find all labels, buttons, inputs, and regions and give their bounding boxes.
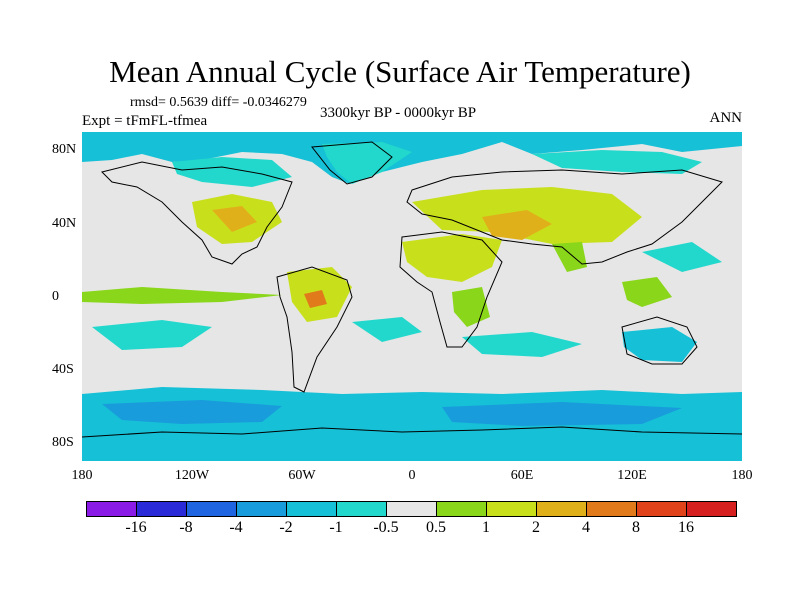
stats-label: rmsd= 0.5639 diff= -0.0346279 xyxy=(130,95,307,110)
colorbar-label: -16 xyxy=(125,519,147,536)
middle-east-warm-core xyxy=(482,210,552,240)
indian-ocean-cool xyxy=(462,332,582,357)
india-warm xyxy=(552,242,587,272)
lat-label-40s: 40S xyxy=(52,362,74,377)
colorbar-swatch xyxy=(136,501,187,517)
south-america-warm-core xyxy=(304,290,327,308)
lon-label-60e: 60E xyxy=(510,468,534,483)
colorbar-swatch xyxy=(286,501,337,517)
greenland-cool-region xyxy=(322,142,412,184)
coast-greenland xyxy=(311,141,393,185)
lat-label-40n: 40N xyxy=(52,216,77,231)
colorbar xyxy=(86,501,737,517)
lat-label-80n: 80N xyxy=(52,142,77,157)
colorbar-swatch xyxy=(486,501,537,517)
coast-south-america xyxy=(276,266,353,393)
colorbar-label: 2 xyxy=(532,519,540,536)
lat-label-80s: 80S xyxy=(52,435,74,450)
colorbar-swatch xyxy=(386,501,437,517)
colorbar-swatch xyxy=(236,501,287,517)
colorbar-swatch xyxy=(586,501,637,517)
colorbar-swatch xyxy=(536,501,587,517)
colorbar-label: -4 xyxy=(229,519,243,536)
lon-label-0: 0 xyxy=(408,468,416,483)
colorbar-label: -0.5 xyxy=(373,519,399,536)
colorbar-swatch xyxy=(436,501,487,517)
lon-label-60w: 60W xyxy=(288,468,316,483)
antarctic-cool-core xyxy=(102,400,282,424)
experiment-label: Expt = tFmFL-tfmea xyxy=(82,113,208,129)
arctic-cool-region xyxy=(82,132,742,184)
antarctic-cool-core-east xyxy=(442,402,682,426)
southern-ocean-cool-band xyxy=(82,387,742,461)
colorbar-label: 0.5 xyxy=(426,519,446,536)
coast-africa xyxy=(399,231,503,348)
coastlines xyxy=(82,141,742,438)
australia-cool xyxy=(622,327,697,362)
colorbar-label: -1 xyxy=(329,519,343,536)
coast-antarctica xyxy=(82,426,742,438)
colorbar-swatch xyxy=(336,501,387,517)
west-pacific-cool xyxy=(642,242,722,272)
season-label: ANN xyxy=(709,110,743,126)
chart-title: Mean Annual Cycle (Surface Air Temperatu… xyxy=(109,54,691,89)
colorbar-swatch xyxy=(186,501,237,517)
africa-warm xyxy=(402,234,502,282)
siberia-cool-region xyxy=(532,150,702,174)
temperature-map xyxy=(82,132,742,461)
lon-label-180e: 180 xyxy=(731,468,753,483)
south-pacific-cool xyxy=(92,320,212,350)
lat-label-0: 0 xyxy=(52,289,59,304)
lon-label-120e: 120E xyxy=(617,468,647,483)
north-america-warm-core xyxy=(212,206,257,232)
period-label: 3300kyr BP - 0000kyr BP xyxy=(320,105,477,121)
colorbar-swatch xyxy=(636,501,687,517)
colorbar-label: 16 xyxy=(678,519,694,536)
anomaly-regions xyxy=(82,132,742,461)
colorbar-label: -8 xyxy=(179,519,193,536)
tropical-pacific-warm xyxy=(82,287,282,304)
lon-label-120w: 120W xyxy=(174,468,210,483)
colorbar-swatch xyxy=(686,501,737,517)
colorbar-swatch xyxy=(86,501,137,517)
maritime-continent-warm xyxy=(622,277,672,307)
colorbar-label: 4 xyxy=(582,519,590,536)
colorbar-label: 8 xyxy=(632,519,640,536)
coast-australia xyxy=(621,316,698,365)
south-atlantic-cool xyxy=(352,317,422,342)
coast-north-america xyxy=(101,161,293,265)
lon-label-180w: 180 xyxy=(71,468,93,483)
colorbar-label: -2 xyxy=(279,519,293,536)
colorbar-label: 1 xyxy=(482,519,490,536)
canada-cool-region xyxy=(172,157,292,187)
coast-europe-asia xyxy=(406,169,723,265)
